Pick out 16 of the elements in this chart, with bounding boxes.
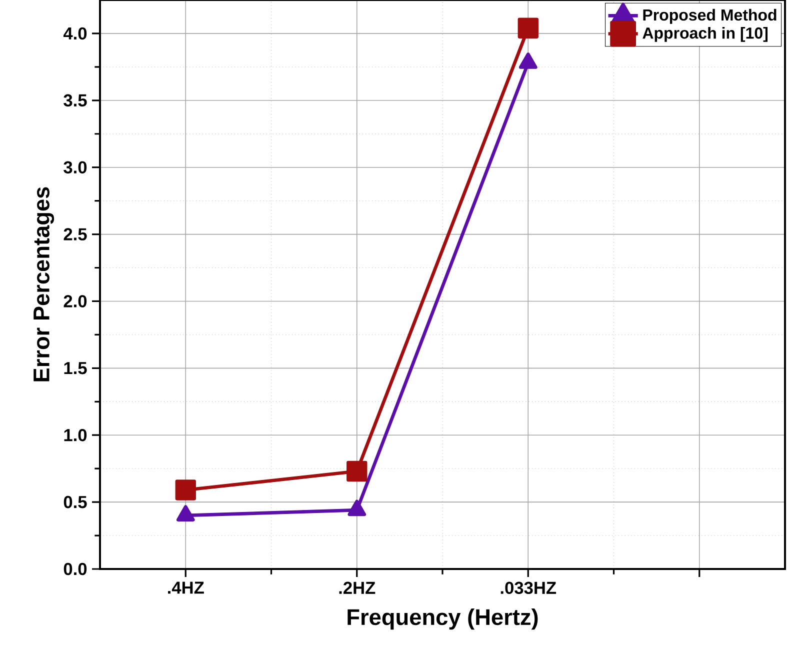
y-tick-label: 1.0 (64, 428, 87, 442)
y-axis-title: Error Percentages (34, 187, 54, 382)
legend-label: Proposed Method (643, 8, 776, 24)
y-tick-label: 2.0 (64, 295, 87, 308)
y-tick-label: 2.5 (64, 228, 87, 240)
legend-label: Approach in [10] (642, 26, 768, 42)
y-tick-label: 3.0 (64, 161, 87, 174)
x-tick-label: .033HZ (500, 582, 556, 594)
y-tick-label: 0.5 (64, 496, 87, 508)
x-tick-label: .4HZ (168, 582, 204, 594)
y-tick-label: 4.0 (63, 27, 87, 40)
x-tick-label: .2HZ (339, 582, 376, 594)
y-tick-label: 1.5 (64, 362, 87, 374)
x-axis-title: Frequency (Hertz) (348, 608, 538, 630)
y-tick-label: 0.0 (64, 562, 87, 576)
y-tick-label: 3.5 (64, 94, 87, 107)
